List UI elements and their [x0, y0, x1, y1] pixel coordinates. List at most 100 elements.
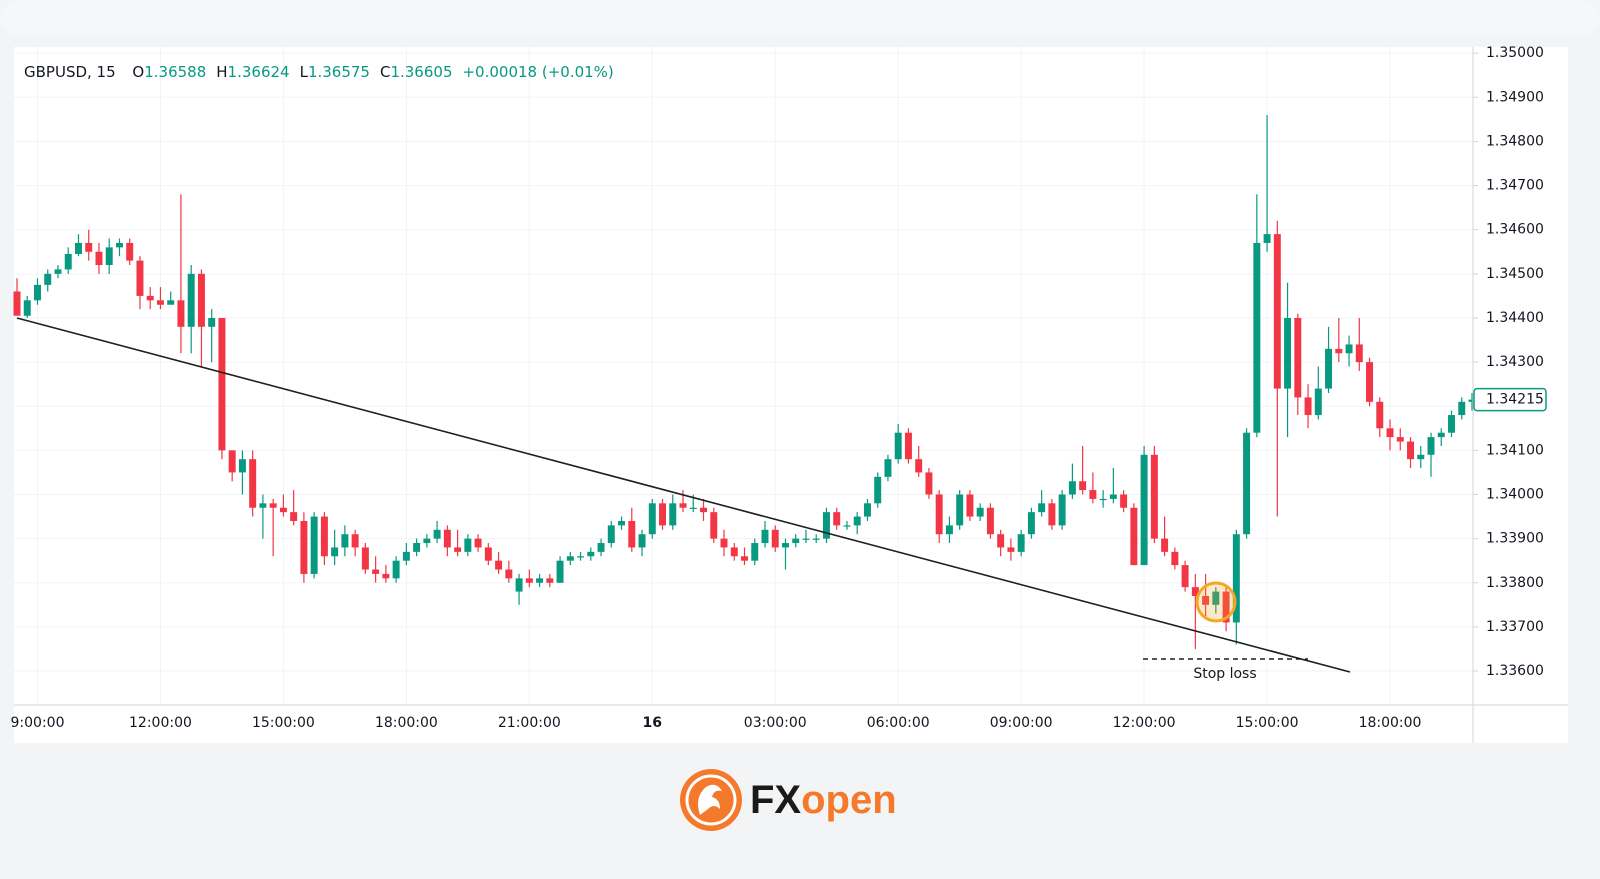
candle-body — [413, 543, 421, 552]
candle-body — [720, 538, 728, 548]
candle-body — [884, 459, 892, 477]
candle-body — [597, 543, 605, 552]
symbol: GBPUSD, 15 — [24, 63, 116, 81]
candle-body — [863, 503, 871, 517]
y-tick-label: 1.33900 — [1486, 531, 1544, 547]
candle-body — [1068, 481, 1076, 495]
candle-body — [187, 273, 195, 327]
trend-line — [16, 317, 1351, 673]
candle-body — [874, 476, 882, 504]
candle-body — [1130, 507, 1138, 566]
ohlc-value: 1.36588 — [144, 63, 206, 81]
candle-body — [1458, 401, 1466, 416]
x-tick-label: 03:00:00 — [744, 715, 807, 731]
legend: GBPUSD, 15 O1.36588 H1.36624 L1.36575 C1.36… — [24, 63, 614, 81]
candle-body — [1161, 538, 1169, 552]
candle-body — [1027, 512, 1035, 535]
candle-body — [208, 317, 216, 327]
candle-body — [1007, 547, 1015, 552]
candle-body — [648, 503, 656, 535]
x-tick-label: 18:00:00 — [375, 715, 438, 731]
candle-body — [372, 569, 380, 574]
candle-body — [156, 300, 164, 305]
candle-body — [197, 273, 205, 327]
y-tick-label: 1.34800 — [1486, 133, 1544, 149]
candle-body — [1304, 397, 1312, 416]
candle-body — [638, 534, 646, 548]
candle-body — [894, 432, 902, 460]
candle-body — [331, 547, 339, 557]
candle-body — [1202, 595, 1210, 605]
candle-body — [833, 512, 841, 526]
candle-body — [1048, 503, 1056, 526]
candle-body — [1058, 494, 1066, 526]
candle-body — [300, 520, 308, 574]
y-tick-label: 1.33700 — [1486, 619, 1544, 635]
y-tick-label: 1.34100 — [1486, 442, 1544, 458]
candle-body — [546, 578, 554, 583]
candle-body — [474, 538, 482, 548]
candle-body — [105, 247, 113, 266]
y-tick-label: 1.34600 — [1486, 222, 1544, 238]
candle-body — [515, 578, 523, 592]
candle-body — [218, 317, 226, 451]
candle-body — [976, 507, 984, 517]
candle-body — [700, 507, 707, 513]
candle-body — [1345, 344, 1353, 354]
ohlc-letter: L — [300, 63, 309, 81]
candle-body — [290, 512, 298, 521]
annotation: Stop loss — [1193, 666, 1256, 682]
candle-body — [259, 503, 267, 508]
candle-body — [279, 507, 287, 513]
candle-body — [525, 578, 533, 583]
candle-body — [1243, 432, 1251, 535]
candle-body — [269, 503, 277, 508]
candle-body — [628, 520, 636, 548]
candle-body — [1376, 401, 1384, 429]
candle-body — [1427, 437, 1435, 455]
candle-body — [925, 472, 933, 495]
candle-body — [935, 494, 943, 535]
chart-panel — [14, 47, 1568, 743]
y-tick-label: 1.34300 — [1486, 354, 1544, 370]
candle-body — [710, 512, 718, 539]
candle-body — [915, 459, 923, 473]
y-tick-label: 1.34500 — [1486, 266, 1544, 282]
candle-body — [1325, 348, 1333, 389]
candle-body — [54, 269, 62, 274]
candle-body — [1437, 432, 1445, 438]
candle-body — [320, 516, 328, 557]
candle-body — [618, 520, 626, 526]
y-tick-label: 1.33600 — [1486, 663, 1544, 679]
y-tick-label: 1.33800 — [1486, 575, 1544, 591]
candle-body — [812, 538, 820, 540]
candle-body — [577, 556, 585, 558]
x-tick-label: 15:00:00 — [1236, 715, 1299, 731]
candle-body — [495, 560, 503, 570]
candle-body — [361, 547, 369, 570]
candle-body — [904, 432, 912, 460]
candle-body — [945, 525, 953, 535]
candle-body — [741, 556, 748, 561]
candle-body — [1355, 344, 1363, 363]
candle-body — [44, 273, 52, 285]
candle-body — [659, 503, 667, 526]
candle-body — [64, 253, 72, 270]
x-tick-label: 18:00:00 — [1359, 715, 1422, 731]
candle-body — [1191, 587, 1199, 596]
candle-body — [34, 284, 41, 301]
candle-body — [843, 525, 851, 527]
candle-body — [761, 529, 769, 544]
candle-body — [853, 516, 861, 526]
grid: 1.35000 1.34900 1.34800 1.34700 1.34600 1.345… — [11, 45, 1544, 731]
candle-body — [423, 538, 431, 544]
candle-body — [1468, 399, 1476, 402]
top-bar — [0, 0, 1600, 36]
last-price-label: 1.34215 — [1486, 392, 1544, 408]
y-tick-label: 1.34700 — [1486, 178, 1544, 194]
candle-body — [1253, 242, 1261, 433]
candle-body — [341, 534, 349, 548]
x-tick-label: 16 — [643, 715, 662, 731]
